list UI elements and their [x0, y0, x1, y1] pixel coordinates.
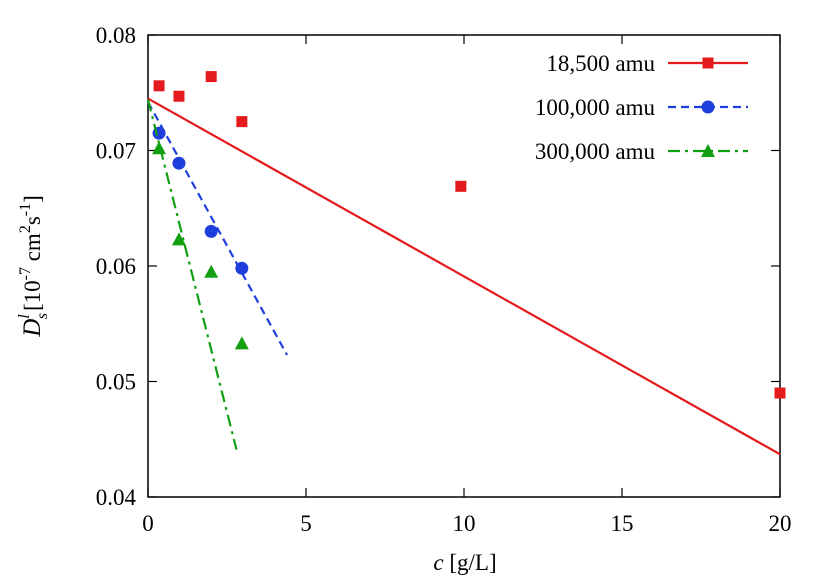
y-label-part: D — [19, 319, 46, 338]
legend-marker — [701, 100, 715, 114]
data-point — [172, 156, 186, 170]
x-tick-label: 20 — [769, 511, 792, 536]
y-label-part: s — [34, 313, 51, 319]
y-tick-label: 0.05 — [96, 370, 136, 395]
data-point — [152, 141, 167, 155]
x-axis-label: c [g/L] — [433, 550, 496, 575]
legend-marker — [702, 57, 714, 69]
data-point — [234, 336, 249, 350]
y-label-part: l — [16, 314, 33, 319]
y-tick-label: 0.08 — [96, 23, 136, 48]
y-axis-label: Dls[10-7 cm2s-1] — [16, 195, 51, 338]
y-tick-label: 0.04 — [96, 485, 137, 510]
data-point — [173, 90, 185, 102]
data-point — [235, 261, 249, 275]
x-label-part: [g/L] — [444, 550, 497, 575]
data-point — [204, 264, 219, 278]
legend-label: 18,500 amu — [546, 51, 655, 76]
y-label-part: [10 — [20, 280, 45, 311]
legend-label: 100,000 amu — [535, 95, 656, 120]
data-point — [205, 71, 217, 83]
y-label-part: cm — [20, 233, 45, 267]
x-label-part: c — [433, 550, 443, 575]
x-tick-label: 0 — [142, 511, 154, 536]
fit-line — [146, 99, 238, 450]
x-tick-label: 15 — [611, 511, 634, 536]
data-point — [455, 180, 467, 192]
fit-line — [147, 101, 289, 356]
y-tick-label: 0.06 — [96, 254, 136, 279]
y-label-part: 2 — [17, 225, 34, 233]
data-point — [236, 116, 248, 128]
data-point — [153, 80, 165, 92]
y-label-part: -1 — [17, 203, 34, 216]
data-point — [774, 387, 786, 399]
fit-line — [147, 97, 781, 456]
legend-marker — [701, 144, 715, 157]
data-point — [171, 232, 186, 246]
y-label-part: s — [20, 216, 45, 225]
x-tick-label: 10 — [453, 511, 476, 536]
data-point — [204, 224, 218, 238]
x-tick-label: 5 — [300, 511, 312, 536]
y-label-part: -7 — [17, 267, 34, 280]
y-tick-label: 0.07 — [96, 139, 136, 164]
y-label-part: ] — [20, 195, 45, 203]
legend-label: 300,000 amu — [535, 139, 656, 164]
